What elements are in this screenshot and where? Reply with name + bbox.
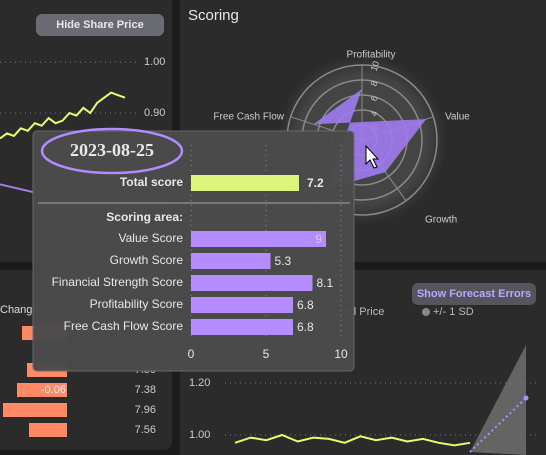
score-name: Financial Strength Score bbox=[52, 275, 184, 289]
forecast-point bbox=[523, 395, 529, 401]
score-name: Value Score bbox=[119, 231, 184, 245]
bar bbox=[191, 175, 299, 191]
change-label: -0.06 bbox=[41, 384, 66, 396]
price-chart bbox=[0, 61, 138, 194]
value-label: 8.1 bbox=[317, 276, 334, 290]
forecast-chart bbox=[225, 382, 540, 447]
price-line bbox=[234, 433, 471, 447]
button[interactable] bbox=[36, 14, 164, 36]
score-name: Free Cash Flow Score bbox=[64, 319, 184, 333]
tooltip-date: 2023-08-25 bbox=[70, 140, 154, 160]
y-tick-label: 1.20 bbox=[189, 377, 210, 389]
radar-tick-label: 8 bbox=[369, 79, 380, 87]
tooltip: 2023-08-25 Total score Scoring area: 0 5 1… bbox=[32, 127, 355, 372]
value-label: 5.3 bbox=[275, 254, 292, 268]
panel-title: Scoring bbox=[188, 7, 239, 24]
radar-tick-label: 4 bbox=[369, 109, 380, 117]
change-bar bbox=[17, 383, 67, 397]
bar bbox=[191, 275, 313, 291]
y-tick-label: 1.00 bbox=[144, 56, 165, 68]
score-name: Growth Score bbox=[110, 253, 184, 267]
cell-value: 7.38 bbox=[135, 384, 156, 396]
bar bbox=[191, 319, 293, 335]
forecast-band bbox=[470, 345, 526, 455]
highlight bbox=[40, 127, 184, 175]
bar bbox=[191, 297, 293, 313]
bar bbox=[191, 253, 271, 269]
score-name: Profitability Score bbox=[90, 297, 184, 311]
label: Scoring area: bbox=[106, 210, 183, 224]
legend-label: +/- 1 SD bbox=[433, 306, 474, 318]
value-label: 6.8 bbox=[297, 320, 314, 334]
bar bbox=[191, 231, 326, 247]
column-header: Change bbox=[0, 304, 39, 316]
price-line bbox=[0, 91, 126, 140]
value-label: 9 bbox=[315, 232, 322, 246]
y-tick-label: 1.00 bbox=[189, 429, 210, 441]
value-label: 7.2 bbox=[307, 176, 324, 190]
label: Total score bbox=[120, 175, 183, 189]
x-tick-label: 5 bbox=[263, 347, 270, 361]
radar-tick-label: 10 bbox=[369, 60, 382, 73]
legend-dot bbox=[422, 308, 430, 316]
value-label: 6.8 bbox=[297, 298, 314, 312]
radar-axis-label: Growth bbox=[425, 215, 457, 226]
button-label[interactable]: Show Forecast Errors bbox=[417, 288, 531, 300]
y-tick-label: 0.90 bbox=[144, 107, 165, 119]
x-tick-label: 0 bbox=[188, 347, 195, 361]
score-line bbox=[0, 183, 34, 194]
radar-tick-label: 6 bbox=[369, 94, 380, 102]
radar-axis-label: Profitability bbox=[347, 50, 396, 61]
cell-value: 7.96 bbox=[135, 404, 156, 416]
cursor bbox=[365, 144, 380, 169]
button[interactable] bbox=[412, 283, 536, 305]
radar-axis-label: Value bbox=[445, 112, 470, 123]
change-bar bbox=[29, 423, 67, 437]
x-tick-label: 10 bbox=[334, 347, 348, 361]
button-label[interactable]: Hide Share Price bbox=[56, 19, 143, 31]
cell-value: 7.56 bbox=[135, 424, 156, 436]
radar-axis-label: Free Cash Flow bbox=[213, 112, 284, 123]
change-bar bbox=[3, 403, 67, 417]
